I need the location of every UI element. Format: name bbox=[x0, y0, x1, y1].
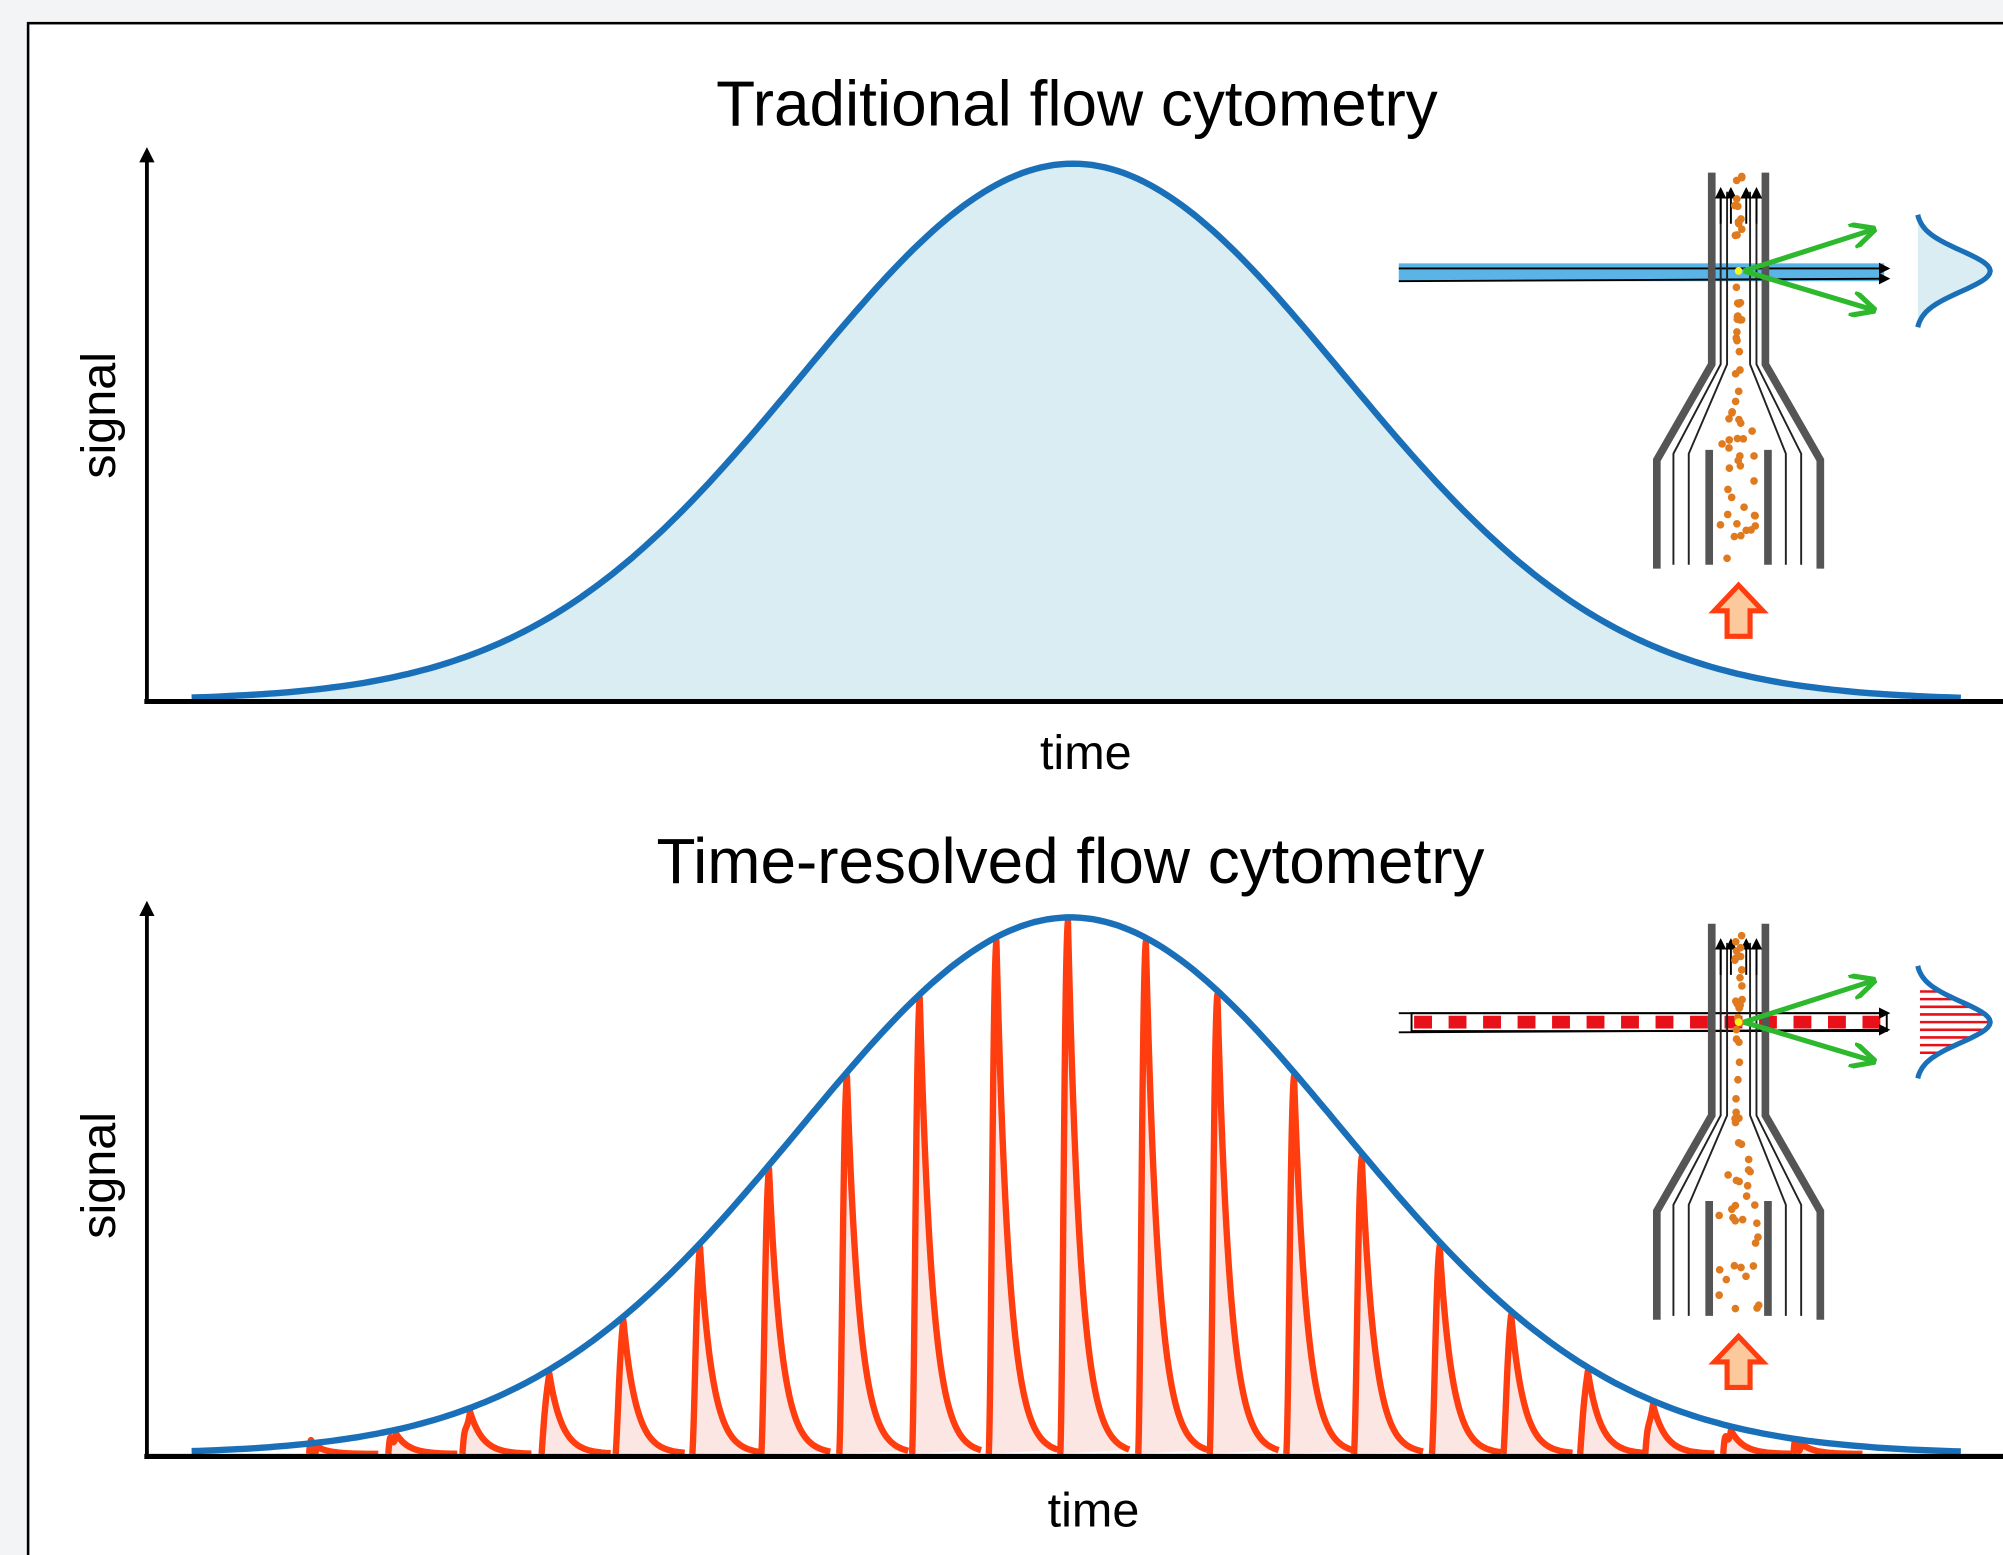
particle bbox=[1722, 1276, 1730, 1284]
particle bbox=[1736, 366, 1744, 374]
particle bbox=[1728, 409, 1736, 417]
laser-pulse bbox=[1518, 1016, 1536, 1029]
particle bbox=[1736, 1058, 1744, 1066]
particle bbox=[1738, 316, 1746, 324]
particle bbox=[1736, 974, 1744, 982]
particle bbox=[1738, 225, 1746, 233]
particle bbox=[1724, 486, 1732, 494]
page: Traditional flow cytometry signal time T… bbox=[0, 0, 2003, 1555]
particle bbox=[1737, 1264, 1745, 1272]
particle bbox=[1755, 1301, 1763, 1309]
particle bbox=[1735, 416, 1743, 424]
x-axis-label: time bbox=[1048, 1484, 1140, 1538]
particle bbox=[1717, 521, 1725, 529]
particle bbox=[1754, 1233, 1762, 1241]
particle bbox=[1718, 440, 1726, 448]
particle bbox=[1724, 511, 1732, 519]
laser-beam bbox=[1412, 1013, 1887, 1031]
x-axis-label: time bbox=[1040, 726, 1132, 780]
particle bbox=[1723, 554, 1731, 562]
figure: Traditional flow cytometry signal time T… bbox=[0, 0, 2003, 1555]
particle bbox=[1724, 1171, 1732, 1179]
particle bbox=[1735, 1139, 1743, 1147]
particle bbox=[1738, 982, 1746, 990]
particle bbox=[1745, 1166, 1753, 1174]
particle bbox=[1732, 1108, 1740, 1116]
particle bbox=[1731, 1262, 1739, 1270]
particle bbox=[1745, 1156, 1753, 1164]
particle bbox=[1743, 1192, 1751, 1200]
particle bbox=[1751, 512, 1759, 520]
particle bbox=[1733, 520, 1741, 528]
particle bbox=[1732, 938, 1740, 946]
particle bbox=[1750, 1262, 1758, 1270]
particle bbox=[1751, 1201, 1759, 1209]
particle bbox=[1715, 1212, 1723, 1220]
particle bbox=[1725, 444, 1733, 452]
particle bbox=[1731, 956, 1739, 964]
particle bbox=[1738, 966, 1746, 974]
focus-point bbox=[1735, 1018, 1743, 1026]
laser-pulse bbox=[1483, 1016, 1501, 1029]
particle bbox=[1740, 503, 1748, 511]
particle bbox=[1742, 1273, 1750, 1281]
particle bbox=[1732, 1202, 1740, 1210]
particle bbox=[1735, 388, 1743, 396]
laser-pulse bbox=[1552, 1016, 1570, 1029]
particle bbox=[1732, 398, 1740, 406]
particle bbox=[1733, 195, 1741, 203]
particle bbox=[1733, 1035, 1741, 1043]
particle bbox=[1725, 436, 1733, 444]
particle bbox=[1750, 477, 1758, 485]
particle bbox=[1738, 174, 1746, 182]
focus-point bbox=[1735, 267, 1743, 275]
particle bbox=[1748, 427, 1756, 435]
laser-pulse bbox=[1828, 1016, 1846, 1029]
particle bbox=[1744, 1182, 1752, 1190]
y-axis-label: signal bbox=[72, 352, 126, 479]
particle bbox=[1734, 435, 1742, 443]
panel-title: Time-resolved flow cytometry bbox=[656, 825, 1484, 897]
laser-pulse bbox=[1414, 1016, 1432, 1029]
particle bbox=[1735, 218, 1743, 226]
laser-pulse bbox=[1690, 1016, 1708, 1029]
particle bbox=[1733, 328, 1741, 336]
particle bbox=[1729, 1214, 1737, 1222]
particle bbox=[1739, 1216, 1747, 1224]
particle bbox=[1734, 299, 1742, 307]
laser-pulse bbox=[1449, 1016, 1467, 1029]
particle bbox=[1750, 452, 1758, 460]
particle bbox=[1726, 464, 1734, 472]
particle bbox=[1728, 494, 1736, 502]
particle bbox=[1732, 1305, 1740, 1313]
particle bbox=[1732, 232, 1740, 240]
laser-pulse bbox=[1587, 1016, 1605, 1029]
particle bbox=[1734, 457, 1742, 465]
particle bbox=[1715, 1291, 1723, 1299]
particle bbox=[1753, 1219, 1761, 1227]
particle bbox=[1734, 1076, 1742, 1084]
particle bbox=[1736, 1004, 1744, 1012]
particle bbox=[1733, 1177, 1741, 1185]
particle bbox=[1751, 522, 1759, 530]
particle bbox=[1736, 348, 1744, 356]
particle bbox=[1732, 1119, 1740, 1127]
particle bbox=[1737, 532, 1745, 540]
particle bbox=[1733, 947, 1741, 955]
panel-title: Traditional flow cytometry bbox=[716, 67, 1438, 139]
laser-pulse bbox=[1794, 1016, 1812, 1029]
particle bbox=[1716, 1266, 1724, 1274]
particle bbox=[1733, 284, 1741, 292]
particle bbox=[1731, 533, 1739, 541]
particle bbox=[1731, 202, 1739, 210]
laser-pulse bbox=[1621, 1016, 1639, 1029]
y-axis-label: signal bbox=[72, 1112, 126, 1239]
laser-pulse bbox=[1656, 1016, 1674, 1029]
particle bbox=[1738, 932, 1746, 940]
particle bbox=[1733, 1026, 1741, 1034]
particle bbox=[1732, 1095, 1740, 1103]
laser-pulse bbox=[1862, 1016, 1880, 1029]
